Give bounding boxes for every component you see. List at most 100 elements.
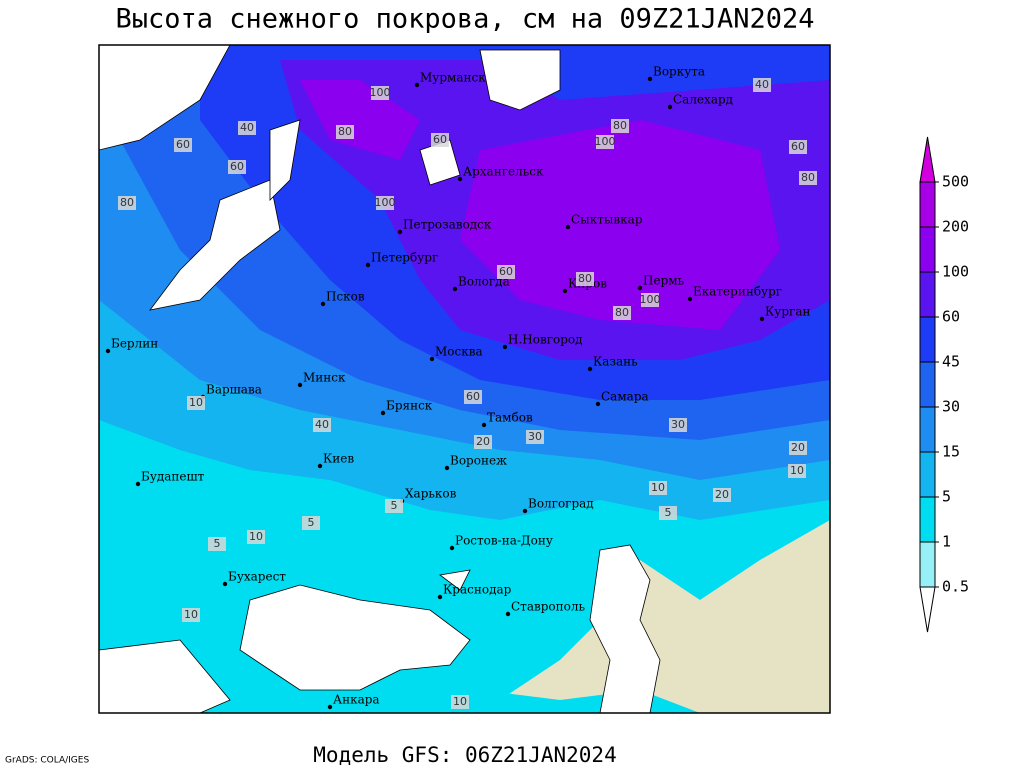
contour-label: 60 <box>176 138 190 151</box>
city-dot <box>562 288 568 294</box>
contour-label: 5 <box>214 537 221 550</box>
contour-label-box <box>649 481 667 495</box>
city-label: Петрозаводск <box>403 218 492 232</box>
sea <box>269 119 301 201</box>
city-label: Воркута <box>653 65 705 79</box>
contour-label: 80 <box>801 171 815 184</box>
title: Высота снежного покрова, см на 09Z21JAN2… <box>116 4 815 35</box>
city-dot <box>449 545 455 551</box>
contour-label-box <box>336 125 354 139</box>
sea <box>239 584 471 691</box>
contour-label: 100 <box>595 135 616 148</box>
colorbar-segment <box>919 406 936 453</box>
city-label: Тамбов <box>487 411 533 425</box>
colorbar-label: 1 <box>942 533 951 551</box>
contour-label: 10 <box>453 695 467 708</box>
city-dot <box>444 465 450 471</box>
city-label: Сыктывкар <box>571 213 643 227</box>
contour-label-box <box>385 499 403 513</box>
contour-label: 100 <box>370 86 391 99</box>
city-dot <box>222 581 228 587</box>
contour-label-box <box>474 435 492 449</box>
contour-label-box <box>187 396 205 410</box>
city-label: Вологда <box>458 275 510 289</box>
map-frame <box>98 44 831 714</box>
contour-label: 80 <box>120 196 134 209</box>
map: Мурманск Воркута Салехард Архангельск Петроз… <box>99 45 830 713</box>
sea <box>99 639 231 713</box>
contour-label-box <box>376 196 394 210</box>
city-dot <box>397 229 403 235</box>
contour-label: 80 <box>615 306 629 319</box>
credit: GrADS: COLA/IGES <box>5 756 89 766</box>
contour-label: 60 <box>791 140 805 153</box>
city-dot <box>327 704 333 710</box>
sea <box>439 569 471 591</box>
contour-label: 40 <box>755 78 769 91</box>
city-dot <box>647 76 653 82</box>
contour-label: 40 <box>240 121 254 134</box>
city-label: Псков <box>326 290 365 304</box>
contour-label: 10 <box>189 396 203 409</box>
colorbar-label: 15 <box>942 443 960 461</box>
city-dot <box>452 286 458 292</box>
city-dot <box>759 316 765 322</box>
contour-label-box <box>431 133 449 147</box>
city-label: Москва <box>435 345 483 359</box>
contour-label: 60 <box>230 160 244 173</box>
contour-label: 80 <box>613 119 627 132</box>
colorbar-segment <box>919 316 936 363</box>
city-label: Пермь <box>643 274 685 288</box>
contour-label-box <box>208 537 226 551</box>
contour-label: 30 <box>671 418 685 431</box>
city-label: Архангельск <box>463 165 544 179</box>
city-dot <box>320 301 326 307</box>
city-dot <box>437 594 443 600</box>
city-label: Самара <box>601 390 649 404</box>
colorbar-label: 200 <box>942 218 969 236</box>
city-label: Казань <box>593 355 638 369</box>
city-label: Брянск <box>386 399 433 413</box>
city-label: Екатеринбург <box>693 285 782 299</box>
city-dot <box>502 344 508 350</box>
city-label: Ростов-на-Дону <box>455 534 553 548</box>
city-label: Мурманск <box>420 71 486 85</box>
city-label: Петербург <box>371 251 438 265</box>
city-dot <box>105 348 111 354</box>
contour-label-box <box>799 171 817 185</box>
colorbar-low <box>919 586 936 633</box>
city-label: Киев <box>323 452 354 466</box>
contour-label: 40 <box>315 418 329 431</box>
city-dot <box>135 481 141 487</box>
contour-label: 5 <box>665 506 672 519</box>
contour-label-box <box>371 86 389 100</box>
city-dot <box>565 224 571 230</box>
contour-label: 20 <box>476 435 490 448</box>
city-dot <box>595 401 601 407</box>
subtitle: Модель GFS: 06Z21JAN2024 <box>313 743 616 767</box>
contour-label: 20 <box>791 441 805 454</box>
colorbar-label: 100 <box>942 263 969 281</box>
contour-label-box <box>451 695 469 709</box>
contour-label-box <box>228 160 246 174</box>
contour-label-box <box>576 272 594 286</box>
contour-label-box <box>669 418 687 432</box>
city-label: Краснодар <box>443 583 512 597</box>
city-dot <box>365 262 371 268</box>
city-label: Минск <box>303 371 346 385</box>
city-dot <box>414 82 420 88</box>
city-label: Ставрополь <box>511 600 585 614</box>
contour-label: 10 <box>790 464 804 477</box>
colorbar-label: 60 <box>942 308 960 326</box>
city-label: Н.Новгород <box>508 333 583 347</box>
contour-label-box <box>789 441 807 455</box>
contour-label: 60 <box>466 390 480 403</box>
contour-label: 10 <box>249 530 263 543</box>
contour-label-box <box>753 78 771 92</box>
city-dot <box>481 422 487 428</box>
contour-label-box <box>174 138 192 152</box>
contour-label-box <box>182 608 200 622</box>
city-label: Берлин <box>111 337 158 351</box>
contour-label-box <box>713 488 731 502</box>
city-dot <box>687 296 693 302</box>
